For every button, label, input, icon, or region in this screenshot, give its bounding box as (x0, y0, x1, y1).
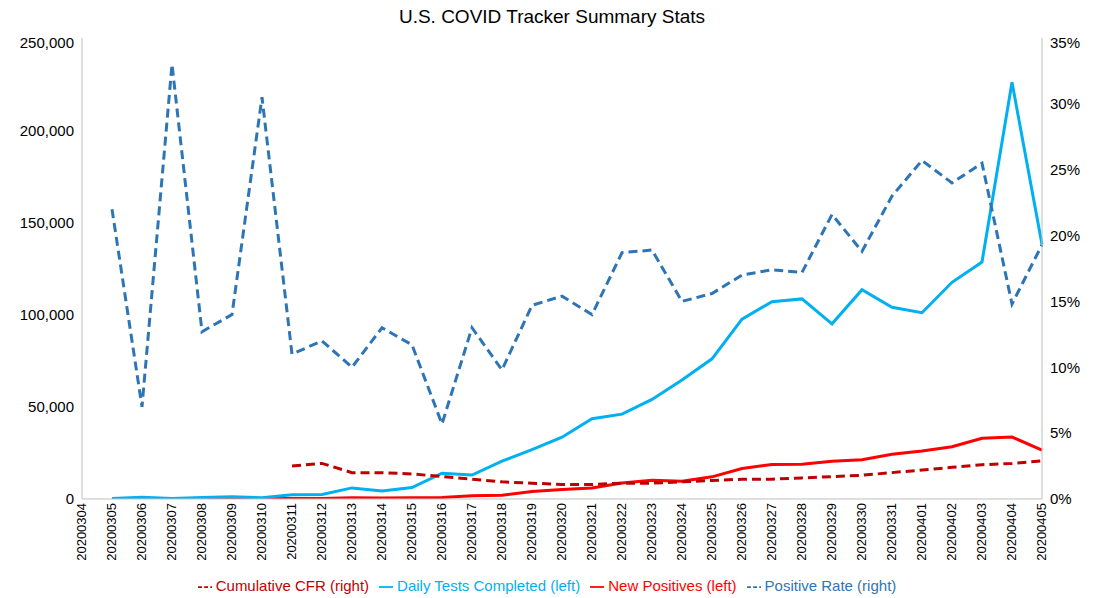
svg-text:250,000: 250,000 (20, 34, 74, 51)
svg-text:20200304: 20200304 (74, 503, 89, 561)
html-text:Positive Rate (right): Positive Rate (right) (764, 577, 897, 594)
svg-text:10%: 10% (1050, 359, 1080, 376)
svg-text:20200313: 20200313 (344, 503, 359, 561)
html-text:Cumulative CFR (right): Cumulative CFR (right) (215, 577, 370, 594)
svg-text:20200310: 20200310 (254, 503, 269, 561)
svg-text:20200405: 20200405 (1034, 503, 1049, 561)
svg-text:20200404: 20200404 (1004, 503, 1019, 561)
svg-text:20200329: 20200329 (824, 503, 839, 561)
svg-text:20200402: 20200402 (944, 503, 959, 561)
svg-text:20200403: 20200403 (974, 503, 989, 561)
svg-text:20200319: 20200319 (524, 503, 539, 561)
svg-text:20200328: 20200328 (794, 503, 809, 561)
html-text:Daily Tests Completed (left): Daily Tests Completed (left) (397, 577, 581, 594)
svg-text:20200307: 20200307 (164, 503, 179, 561)
svg-text:20200314: 20200314 (374, 503, 389, 561)
svg-text:20200326: 20200326 (734, 503, 749, 561)
svg-text:200,000: 200,000 (20, 122, 74, 139)
svg-text:20200312: 20200312 (314, 503, 329, 561)
svg-text:20200318: 20200318 (494, 503, 509, 561)
svg-text:20200308: 20200308 (194, 503, 209, 561)
svg-text:0: 0 (66, 490, 74, 507)
svg-text:15%: 15% (1050, 293, 1080, 310)
svg-text:0%: 0% (1050, 490, 1072, 507)
html-text:New Positives (left): New Positives (left) (608, 577, 737, 594)
svg-text:20200321: 20200321 (584, 503, 599, 561)
svg-text:20200317: 20200317 (464, 503, 479, 561)
svg-text:20200327: 20200327 (764, 503, 779, 561)
svg-text:30%: 30% (1050, 95, 1080, 112)
svg-text:20200311: 20200311 (284, 503, 299, 560)
svg-text:20200401: 20200401 (914, 503, 929, 561)
svg-text:20200330: 20200330 (854, 503, 869, 561)
svg-text:20200315: 20200315 (404, 503, 419, 561)
svg-text:20%: 20% (1050, 227, 1080, 244)
svg-text:20200322: 20200322 (614, 503, 629, 561)
svg-text:20200309: 20200309 (224, 503, 239, 561)
svg-text:25%: 25% (1050, 161, 1080, 178)
svg-text:20200323: 20200323 (644, 503, 659, 561)
html-text:U.S. COVID Tracker Summary Sta: U.S. COVID Tracker Summary Stats (398, 6, 706, 27)
svg-text:35%: 35% (1050, 34, 1080, 51)
svg-text:150,000: 150,000 (20, 214, 74, 231)
svg-text:20200324: 20200324 (674, 503, 689, 561)
svg-text:50,000: 50,000 (28, 398, 74, 415)
svg-text:20200320: 20200320 (554, 503, 569, 561)
svg-text:100,000: 100,000 (20, 306, 74, 323)
svg-text:20200305: 20200305 (104, 503, 119, 561)
svg-text:20200316: 20200316 (434, 503, 449, 561)
svg-text:20200331: 20200331 (884, 503, 899, 561)
svg-text:20200306: 20200306 (134, 503, 149, 561)
svg-text:5%: 5% (1050, 424, 1072, 441)
svg-text:20200325: 20200325 (704, 503, 719, 561)
